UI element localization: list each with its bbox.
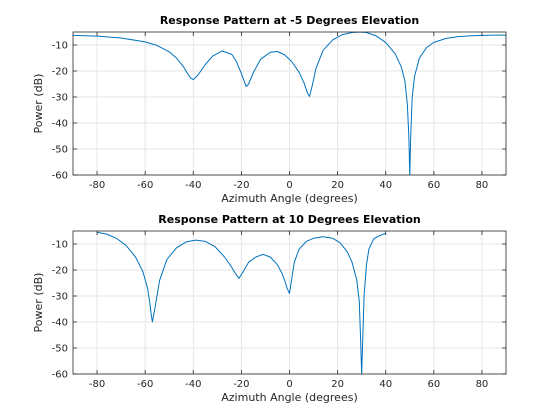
y-axis-label: Power (dB): [32, 273, 45, 333]
y-tick-label: -40: [52, 318, 68, 329]
x-tick-label: -20: [233, 379, 249, 390]
x-tick-label: -80: [89, 180, 105, 191]
x-tick-label: 20: [331, 180, 344, 191]
y-tick-label: -20: [52, 266, 68, 277]
x-tick-label: 60: [427, 379, 440, 390]
x-tick-label: -60: [137, 379, 153, 390]
x-tick-label: 80: [476, 379, 489, 390]
y-tick-label: -30: [52, 93, 68, 104]
y-tick-label: -20: [52, 67, 68, 78]
x-tick-label: 20: [331, 379, 344, 390]
x-tick-label: -60: [137, 180, 153, 191]
x-tick-label: 0: [286, 180, 292, 191]
series-line: [73, 32, 506, 175]
y-tick-label: -10: [52, 41, 68, 52]
subplot-1: -80 -60 -40 -20 0 20 40 60 80 -10 -20 -30 -40 -50 -60 R…: [32, 14, 507, 205]
x-tick-label: -40: [185, 379, 201, 390]
y-tick-label: -10: [52, 240, 68, 251]
y-tick-label: -50: [52, 344, 68, 355]
y-tick-label: -40: [52, 119, 68, 130]
y-tick-label: -60: [52, 171, 68, 182]
x-tick-label: 80: [476, 180, 489, 191]
x-tick-label: -80: [89, 379, 105, 390]
subplot-2: -80 -60 -40 -20 0 20 40 60 80 -10 -20 -30 -40 -50 -60 R…: [32, 213, 507, 404]
x-tick-label: 60: [427, 180, 440, 191]
x-tick-label: 40: [379, 180, 392, 191]
x-axis-label: Azimuth Angle (degrees): [221, 391, 358, 404]
series-line: [96, 231, 386, 374]
x-axis-label: Azimuth Angle (degrees): [221, 192, 358, 205]
chart-title: Response Pattern at -5 Degrees Elevation: [160, 14, 419, 27]
y-tick-label: -50: [52, 145, 68, 156]
y-tick-label: -30: [52, 292, 68, 303]
y-tick-label: -60: [52, 370, 68, 381]
x-tick-label: -40: [185, 180, 201, 191]
x-tick-label: 0: [286, 379, 292, 390]
y-axis-label: Power (dB): [32, 74, 45, 134]
x-tick-label: -20: [233, 180, 249, 191]
x-tick-label: 40: [379, 379, 392, 390]
chart-title: Response Pattern at 10 Degrees Elevation: [158, 213, 420, 226]
